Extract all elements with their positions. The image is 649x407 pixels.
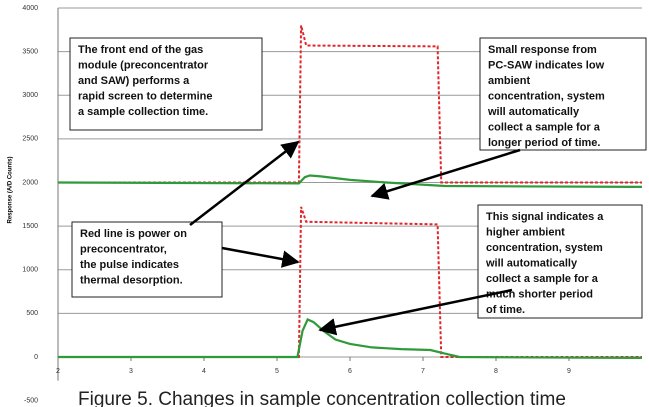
y-tick-label: 0 xyxy=(34,354,38,361)
caption: Figure 5. Changes in sample concentratio… xyxy=(78,389,566,407)
x-tick-label: 2 xyxy=(56,368,60,375)
y-tick-label: 2500 xyxy=(22,136,38,143)
annotation-text: rapid screen to determine xyxy=(78,91,213,103)
annotation-text: collect a sample for a xyxy=(486,273,599,285)
y-tick-label: 3500 xyxy=(22,48,38,55)
arrow xyxy=(370,148,521,200)
annotation-text: preconcentrator, xyxy=(80,244,167,256)
annotation-box xyxy=(71,221,223,298)
y-tick-label: -500 xyxy=(24,397,38,404)
annotation-text: PC-SAW indicates low xyxy=(488,60,605,72)
annotation-box xyxy=(479,37,647,151)
series-line xyxy=(58,318,643,359)
annotation-text: concentration, system xyxy=(486,242,603,254)
x-tick-label: 5 xyxy=(275,368,279,375)
annotation-text: longer period of time. xyxy=(488,137,600,149)
annotation-box xyxy=(477,204,643,319)
annotation-text: Small response from xyxy=(488,44,597,56)
annotation-text: of time. xyxy=(486,304,525,316)
y-tick-label: 3000 xyxy=(22,92,38,99)
annotation-text: thermal desorption. xyxy=(80,275,183,287)
annotation-text: much shorter period xyxy=(486,289,593,301)
arrow xyxy=(221,246,300,268)
annotation-text: and SAW) performs a xyxy=(78,75,190,87)
x-tick-label: 7 xyxy=(421,368,425,375)
annotation-text: the pulse indicates xyxy=(80,259,179,271)
y-tick-label: 500 xyxy=(26,310,38,317)
x-tick-label: 8 xyxy=(494,368,498,375)
series-line xyxy=(58,206,642,358)
annotation-text: This signal indicates a xyxy=(486,211,604,223)
x-tick-label: 6 xyxy=(348,368,352,375)
x-tick-label: 3 xyxy=(129,368,133,375)
annotation-text: module (preconcentrator xyxy=(78,60,209,72)
annotation-text: a sample collection time. xyxy=(78,106,208,118)
series-line xyxy=(57,174,643,188)
annotation-text: concentration, system xyxy=(488,91,605,103)
y-axis-label: Response (A/D Counts) xyxy=(8,156,14,223)
arrows xyxy=(189,140,521,336)
annotation-text: The front end of the gas xyxy=(78,44,203,56)
y-tick-label: 2000 xyxy=(22,179,38,186)
arrow xyxy=(189,140,300,226)
x-tick-label: 4 xyxy=(202,368,206,375)
annotation-box xyxy=(69,37,263,131)
annotation-text: higher ambient xyxy=(486,227,565,239)
annotation-text: ambient xyxy=(488,75,531,87)
annotation-text: collect a sample for a xyxy=(488,122,601,134)
annotation-text: Red line is power on xyxy=(80,228,187,240)
arrow xyxy=(318,288,513,336)
annotation-text: will automatically xyxy=(487,106,580,118)
y-tick-label: 1500 xyxy=(22,223,38,230)
y-tick-label: 1000 xyxy=(22,267,38,274)
annotation-text: will automatically xyxy=(485,258,578,270)
y-tick-label: 4000 xyxy=(22,5,38,12)
x-tick-label: 9 xyxy=(567,368,571,375)
